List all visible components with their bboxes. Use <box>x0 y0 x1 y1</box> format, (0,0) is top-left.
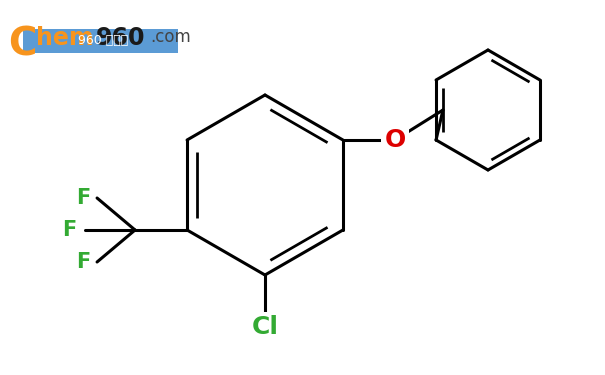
Text: 960 化工网: 960 化工网 <box>78 34 128 48</box>
Text: F: F <box>62 220 76 240</box>
Text: C: C <box>8 25 36 63</box>
Text: F: F <box>76 188 90 208</box>
Bar <box>23 29 178 53</box>
Text: Cl: Cl <box>252 315 278 339</box>
Text: O: O <box>384 128 405 152</box>
Text: 960: 960 <box>96 26 145 50</box>
Text: hem: hem <box>36 26 94 50</box>
Text: F: F <box>76 252 90 272</box>
Text: .com: .com <box>150 28 191 46</box>
